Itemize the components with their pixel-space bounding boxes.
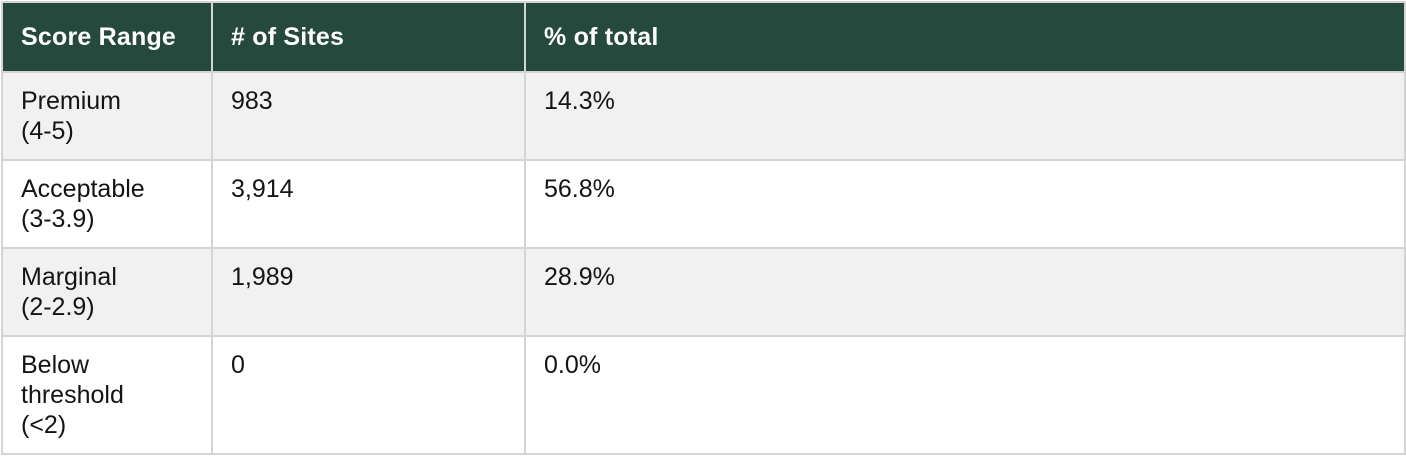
cell-score-range: Premium (4-5) <box>1 71 213 161</box>
table-row-acceptable: Acceptable (3-3.9) 3,914 56.8% <box>1 159 1406 249</box>
cell-num-sites: 983 <box>211 71 526 161</box>
cell-pct-of-total: 0.0% <box>524 335 1406 455</box>
cell-num-sites: 3,914 <box>211 159 526 249</box>
cell-score-range: Marginal (2-2.9) <box>1 247 213 337</box>
column-header-pct-of-total: % of total <box>524 1 1406 73</box>
cell-pct-of-total: 14.3% <box>524 71 1406 161</box>
header-row: Score Range # of Sites % of total <box>1 1 1406 73</box>
cell-pct-of-total: 28.9% <box>524 247 1406 337</box>
table-row-premium: Premium (4-5) 983 14.3% <box>1 71 1406 161</box>
cell-num-sites: 0 <box>211 335 526 455</box>
cell-score-range: Below threshold (<2) <box>1 335 213 455</box>
cell-num-sites: 1,989 <box>211 247 526 337</box>
column-header-score-range: Score Range <box>1 1 213 73</box>
table-row-marginal: Marginal (2-2.9) 1,989 28.9% <box>1 247 1406 337</box>
column-header-num-sites: # of Sites <box>211 1 526 73</box>
cell-pct-of-total: 56.8% <box>524 159 1406 249</box>
cell-score-range: Acceptable (3-3.9) <box>1 159 213 249</box>
table-row-below-threshold: Below threshold (<2) 0 0.0% <box>1 335 1406 455</box>
